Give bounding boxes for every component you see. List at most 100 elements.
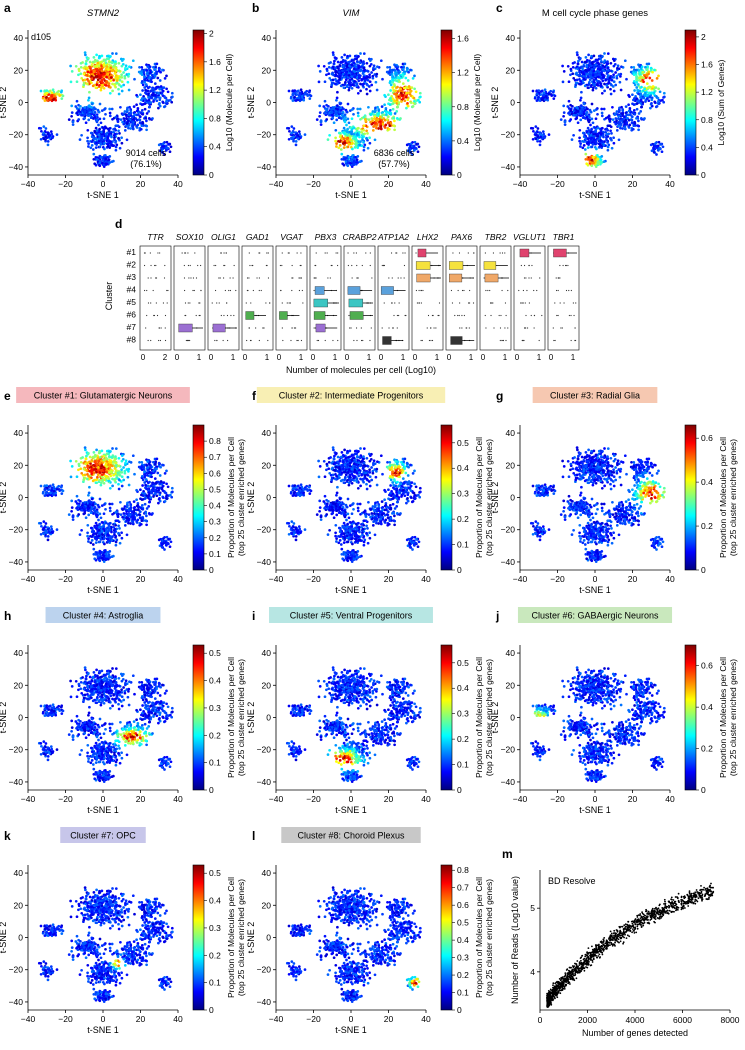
- cell-point: [342, 137, 346, 141]
- gene-tick-label: 0: [209, 353, 214, 362]
- cell-point: [394, 71, 398, 74]
- cell-point: [347, 142, 351, 146]
- outlier-dot: [219, 277, 221, 279]
- cell-point: [638, 65, 641, 68]
- cell-point: [637, 119, 640, 123]
- outlier-dot: [427, 314, 430, 317]
- cell-point: [657, 87, 660, 91]
- cell-point: [308, 97, 312, 100]
- cell-point: [532, 129, 535, 133]
- cell-point: [343, 129, 347, 132]
- outlier-dot: [553, 339, 555, 342]
- cell-point: [409, 68, 412, 72]
- cell-point: [70, 70, 74, 73]
- cell-point: [605, 132, 609, 136]
- cell-point: [160, 91, 164, 94]
- cell-point: [570, 138, 574, 141]
- cell-point: [91, 60, 95, 64]
- cell-point: [91, 479, 95, 483]
- y-tick-label: −40: [9, 557, 24, 567]
- cell-point: [120, 59, 124, 62]
- cell-point: [131, 122, 134, 126]
- outlier-dot: [432, 314, 434, 317]
- cell-point: [383, 126, 387, 129]
- cell-point: [611, 105, 614, 109]
- cell-point: [562, 70, 566, 73]
- cell-point: [402, 86, 406, 90]
- cell-point: [117, 92, 121, 96]
- cell-point: [293, 96, 296, 99]
- gene-tick-label: 0: [515, 353, 520, 362]
- cell-point: [343, 132, 346, 135]
- outlier-dot: [348, 314, 350, 317]
- cell-point: [639, 96, 642, 99]
- cell-point: [343, 120, 347, 124]
- outlier-dot: [269, 302, 271, 304]
- colorbar-tick-label: 0.4: [457, 136, 469, 146]
- cell-point: [318, 104, 322, 108]
- cell-point: [583, 60, 587, 64]
- cell-point: [323, 80, 327, 84]
- cell-point: [150, 96, 154, 100]
- cell-point: [635, 81, 638, 84]
- cell-point: [580, 104, 583, 107]
- cell-point: [154, 86, 158, 90]
- cell-point: [99, 121, 103, 125]
- cell-point: [86, 139, 89, 143]
- cell-point: [116, 76, 120, 80]
- cell-point: [535, 99, 539, 102]
- outlier-dot: [501, 339, 503, 342]
- cell-point: [585, 58, 589, 62]
- cell-point: [124, 461, 127, 465]
- outlier-dot: [467, 302, 470, 304]
- colorbar-tick-label: 0.8: [701, 115, 713, 125]
- cell-point: [85, 59, 88, 63]
- cell-point: [97, 133, 101, 137]
- outlier-dot: [313, 289, 315, 292]
- cell-point: [165, 102, 169, 106]
- cell-point: [338, 74, 341, 78]
- y-tick-label: −40: [9, 162, 24, 172]
- cell-point: [632, 73, 636, 77]
- cell-point: [355, 59, 359, 63]
- cell-point: [547, 133, 551, 136]
- cell-point: [338, 102, 342, 106]
- y-tick-label: −40: [501, 162, 516, 172]
- cell-point: [107, 82, 110, 85]
- outlier-dot: [246, 277, 249, 279]
- cell-point: [372, 66, 375, 70]
- cell-point: [594, 165, 598, 168]
- panel-letter-c: c: [496, 1, 503, 15]
- cell-point: [642, 96, 646, 100]
- cell-point: [322, 105, 326, 108]
- cell-point: [156, 76, 160, 80]
- cell-point: [368, 64, 372, 68]
- cell-point: [97, 137, 101, 141]
- cell-point: [355, 82, 358, 85]
- cell-point: [658, 146, 662, 150]
- cell-point: [149, 70, 153, 74]
- cell-point: [71, 123, 75, 126]
- cell-point: [107, 477, 110, 480]
- outlier-dot: [429, 327, 432, 329]
- panel-title-b: VIM: [343, 8, 360, 19]
- cell-count: 6836 cells: [374, 148, 415, 158]
- cell-point: [404, 95, 408, 99]
- cell-point: [77, 468, 80, 472]
- cell-point: [612, 73, 615, 77]
- cell-point: [553, 94, 557, 98]
- outlier-dot: [233, 314, 235, 317]
- cell-point: [617, 122, 621, 125]
- outlier-dot: [248, 252, 250, 254]
- cell-point: [362, 128, 366, 132]
- cell-point: [90, 465, 93, 469]
- cell-point: [609, 136, 612, 140]
- outlier-dot: [420, 289, 422, 292]
- gene-tick-label: 0: [413, 353, 418, 362]
- outlier-dot: [147, 339, 149, 342]
- cell-point: [45, 89, 49, 92]
- cell-point: [105, 465, 109, 469]
- cell-point: [331, 116, 335, 120]
- cell-point: [99, 469, 103, 472]
- outlier-dot: [147, 302, 150, 304]
